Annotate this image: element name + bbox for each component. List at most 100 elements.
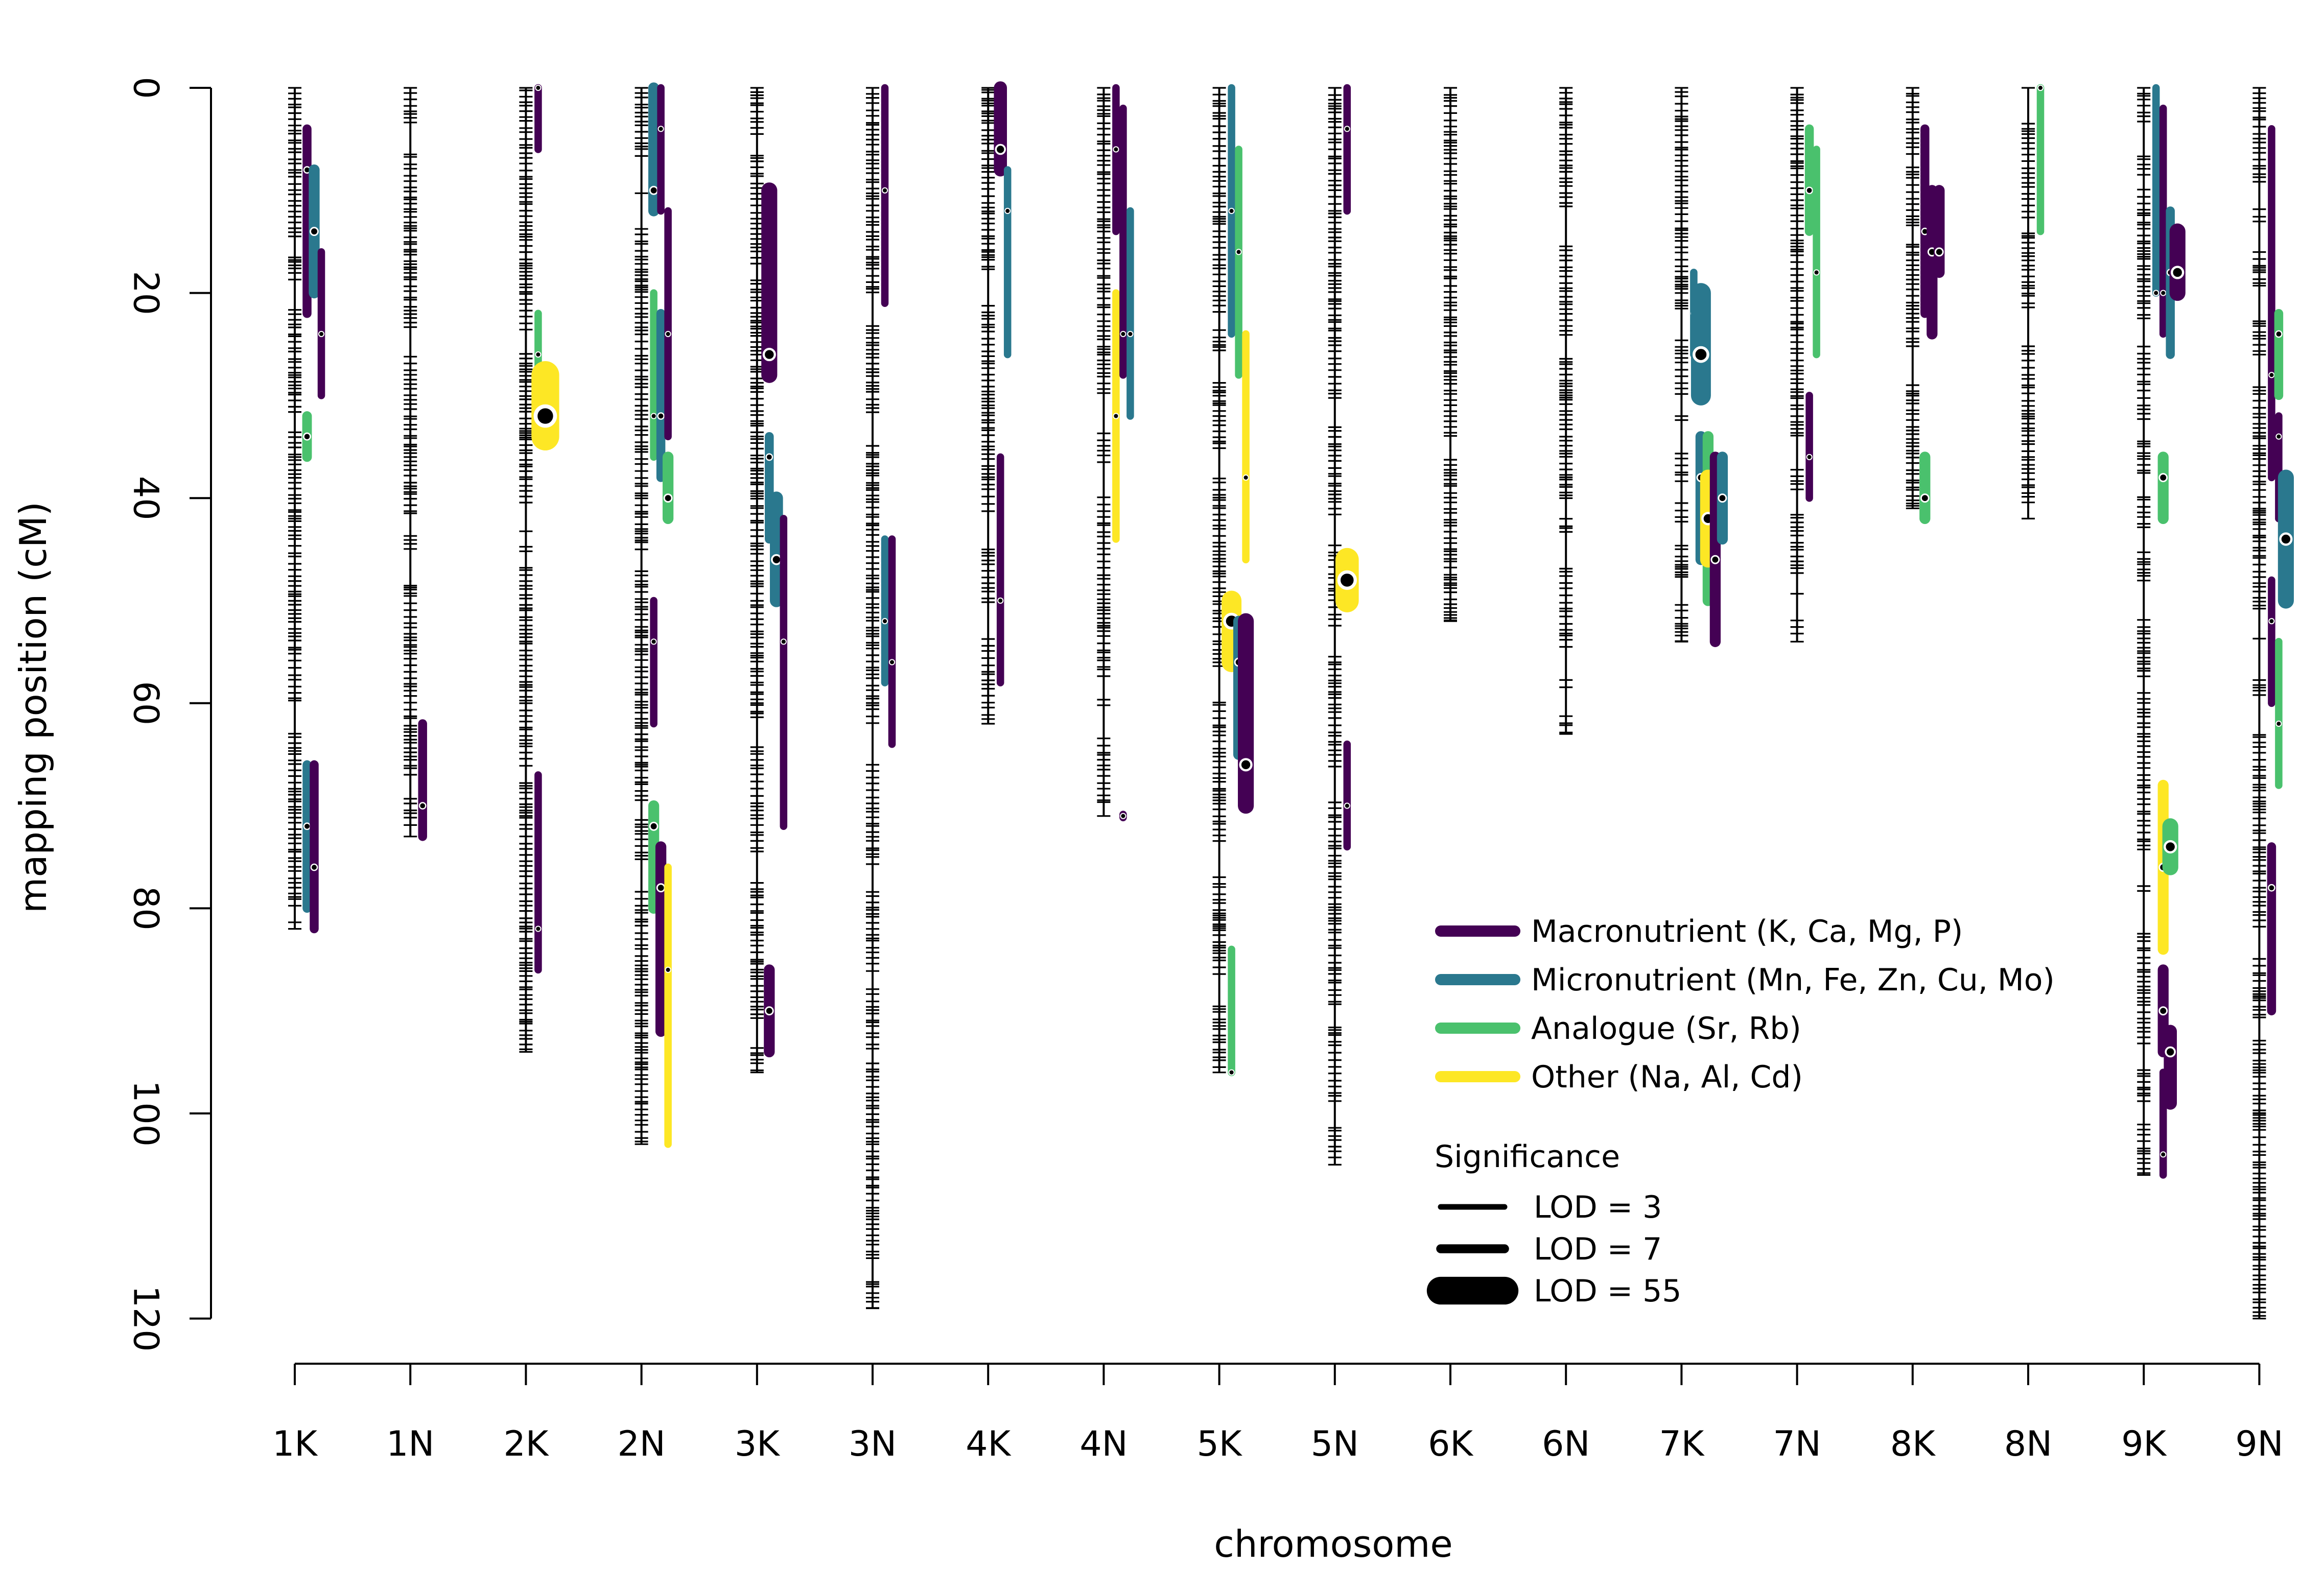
qtl-peak-3N-27 <box>881 618 888 625</box>
x-tick-label-2N: 2N <box>618 1424 666 1464</box>
x-tick-label-9K: 9K <box>2121 1424 2167 1464</box>
legend-label-0: Macronutrient (K, Ca, Mg, P) <box>1531 914 1963 949</box>
x-tick-label-5K: 5K <box>1197 1424 1243 1464</box>
y-tick-label-20: 20 <box>126 271 166 315</box>
legend: Macronutrient (K, Ca, Mg, P) Micronutrien… <box>1426 914 2055 1309</box>
qtl-peak-9K-63 <box>2160 290 2167 296</box>
qtl-peak-2K-9 <box>533 404 557 428</box>
legend-label-3: Other (Na, Al, Cd) <box>1531 1059 1803 1095</box>
x-tick-label-9N: 9N <box>2235 1424 2283 1464</box>
qtl-peak-4N-36 <box>1120 813 1126 819</box>
x-tick-label-1N: 1N <box>386 1424 434 1464</box>
x-tick-label-6K: 6K <box>1428 1424 1474 1464</box>
marker-ladder-8N <box>2022 87 2035 519</box>
y-tick-label-80: 80 <box>126 886 166 931</box>
qtl-peak-9N-75 <box>2279 532 2293 546</box>
marker-ladder-4N <box>1097 87 1111 817</box>
qtl-peak-5K-42 <box>1239 758 1253 772</box>
qtl-peak-8N-61 <box>2037 84 2044 91</box>
qtl-peak-2N-13 <box>650 413 657 419</box>
qtl-peak-3K-22 <box>765 453 773 461</box>
qtl-peak-1K-5 <box>310 863 318 871</box>
qtl-peak-3K-25 <box>764 1006 774 1016</box>
qtl-peak-9K-68 <box>2164 840 2177 854</box>
marker-ladder-3K <box>750 87 764 1074</box>
qtl-peak-3K-23 <box>771 554 782 565</box>
marker-ladder-4K <box>981 87 995 725</box>
marker-ladder-6K <box>1444 87 1457 622</box>
qtl-peak-5K-38 <box>1235 249 1242 255</box>
qtl-peak-9N-74 <box>2275 433 2282 440</box>
qtl-peak-1K-1 <box>310 227 319 236</box>
qtl-peak-7N-56 <box>1806 454 1813 460</box>
qtl-peak-9K-62 <box>2153 290 2159 296</box>
legend-lod-label-1: LOD = 7 <box>1534 1231 1662 1267</box>
marker-ladder-5K <box>1212 87 1226 1074</box>
legend-label-1: Micronutrient (Mn, Fe, Zn, Cu, Mo) <box>1531 962 2055 998</box>
qtl-peak-2N-18 <box>649 821 659 831</box>
qtl-peak-9N-76 <box>2268 618 2275 625</box>
y-tick-label-120: 120 <box>126 1286 166 1352</box>
qtl-peak-5K-43 <box>1228 1069 1235 1076</box>
qtl-peak-4N-35 <box>1127 330 1134 338</box>
legend-lod-label-2: LOD = 55 <box>1534 1273 1681 1309</box>
marker-ladder-1K <box>288 87 301 930</box>
qtl-peak-9N-73 <box>2275 330 2283 338</box>
legend-significance-title: Significance <box>1435 1139 1620 1175</box>
y-tick-label-40: 40 <box>126 476 166 520</box>
x-tick-label-4N: 4N <box>1079 1424 1128 1464</box>
x-tick-label-8K: 8K <box>1890 1424 1936 1464</box>
qtl-peak-9K-70 <box>2165 1046 2176 1058</box>
marker-ladder-8K <box>1906 87 1919 509</box>
x-axis: 1K 1N 2K 2N 3K 3N 4K 4N 5K 5N 6K 6N 7K 7N 8K 8N 9K 9N <box>272 1363 2283 1464</box>
qtl-peak-3N-26 <box>881 187 888 194</box>
qtl-peak-9K-71 <box>2160 1151 2167 1158</box>
x-tick-label-4K: 4K <box>966 1424 1012 1464</box>
y-axis: 0 20 40 60 80 100 120 <box>126 77 212 1351</box>
qtl-peak-7K-48 <box>1693 346 1709 363</box>
y-tick-label-60: 60 <box>126 681 166 726</box>
x-axis-label: chromosome <box>1214 1523 1452 1565</box>
qtl-peak-2N-11 <box>649 185 659 195</box>
qtl-peak-4N-32 <box>1113 146 1119 153</box>
y-tick-label-100: 100 <box>126 1080 166 1147</box>
qtl-intervals <box>302 81 2294 1179</box>
x-tick-label-8N: 8N <box>2004 1424 2052 1464</box>
marker-ladder-2N <box>635 87 648 1145</box>
marker-ladder-6N <box>1559 87 1573 735</box>
qtl-peak-2N-16 <box>663 493 673 503</box>
qtl-peak-5N-46 <box>1344 802 1350 809</box>
qtl-peak-4K-29 <box>995 144 1006 155</box>
qtl-peak-2N-15 <box>665 330 671 338</box>
qtl-peak-5K-39 <box>1242 474 1249 481</box>
qtl-peak-4N-33 <box>1113 413 1119 419</box>
legend-label-2: Analogue (Sr, Rb) <box>1531 1011 1801 1047</box>
x-tick-label-3N: 3N <box>849 1424 897 1464</box>
y-tick-label-0: 0 <box>126 77 166 99</box>
qtl-peak-2N-19 <box>656 883 666 893</box>
qtl-peak-9N-77 <box>2275 720 2282 727</box>
qtl-peak-3N-28 <box>888 659 896 666</box>
qtl-peak-4N-34 <box>1120 330 1126 338</box>
x-tick-label-5N: 5N <box>1311 1424 1359 1464</box>
qtl-peak-3K-24 <box>780 638 787 645</box>
marker-ladder-7N <box>1790 87 1804 643</box>
y-axis-label: mapping position (cM) <box>12 502 55 913</box>
legend-lod-label-0: LOD = 3 <box>1534 1190 1662 1225</box>
qtl-peak-7K-52 <box>1710 555 1720 564</box>
x-tick-label-6N: 6N <box>1542 1424 1590 1464</box>
qtl-peak-2N-20 <box>665 966 671 973</box>
marker-ladders <box>288 87 2266 1320</box>
qtl-peak-3K-21 <box>762 347 776 362</box>
qtl-peak-9N-78 <box>2268 884 2275 892</box>
qtl-peak-4K-31 <box>997 597 1004 604</box>
x-tick-label-3K: 3K <box>735 1424 781 1464</box>
qtl-peak-8K-59 <box>1934 247 1944 257</box>
qtl-peak-7N-55 <box>1813 269 1820 276</box>
x-tick-label-2K: 2K <box>503 1424 549 1464</box>
qtl-peak-2K-7 <box>535 84 542 91</box>
qtl-peak-9N-72 <box>2268 372 2275 378</box>
qtl-peak-5N-45 <box>1337 570 1357 590</box>
